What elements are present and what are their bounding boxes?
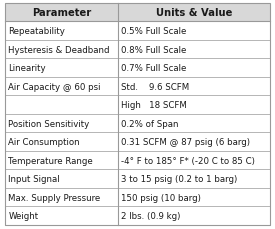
- Text: 3 to 15 psig (0.2 to 1 barg): 3 to 15 psig (0.2 to 1 barg): [121, 174, 237, 183]
- Text: Linearity: Linearity: [8, 64, 46, 73]
- Bar: [5, 170, 270, 188]
- Bar: [5, 41, 270, 59]
- Bar: [5, 114, 270, 133]
- Bar: [5, 96, 270, 114]
- Text: -4° F to 185° F* (-20 C to 85 C): -4° F to 185° F* (-20 C to 85 C): [121, 156, 255, 165]
- Bar: [5, 4, 270, 22]
- Bar: [5, 77, 270, 96]
- Bar: [5, 188, 270, 207]
- Bar: [5, 151, 270, 170]
- Bar: [5, 207, 270, 225]
- Text: Units & Value: Units & Value: [156, 8, 232, 18]
- Bar: [5, 22, 270, 41]
- Text: 150 psig (10 barg): 150 psig (10 barg): [121, 193, 201, 202]
- Text: Max. Supply Pressure: Max. Supply Pressure: [8, 193, 100, 202]
- Text: Air Capacity @ 60 psi: Air Capacity @ 60 psi: [8, 82, 101, 91]
- Text: Parameter: Parameter: [32, 8, 91, 18]
- Text: 0.5% Full Scale: 0.5% Full Scale: [121, 27, 186, 36]
- Text: Repeatability: Repeatability: [8, 27, 65, 36]
- Text: Air Consumption: Air Consumption: [8, 137, 80, 147]
- Text: Position Sensitivity: Position Sensitivity: [8, 119, 89, 128]
- Bar: [5, 133, 270, 151]
- Text: 2 lbs. (0.9 kg): 2 lbs. (0.9 kg): [121, 211, 180, 220]
- Bar: [5, 59, 270, 77]
- Text: Temperature Range: Temperature Range: [8, 156, 93, 165]
- Text: 0.31 SCFM @ 87 psig (6 barg): 0.31 SCFM @ 87 psig (6 barg): [121, 137, 250, 147]
- Text: Input Signal: Input Signal: [8, 174, 60, 183]
- Text: 0.2% of Span: 0.2% of Span: [121, 119, 178, 128]
- Text: Std.    9.6 SCFM: Std. 9.6 SCFM: [121, 82, 189, 91]
- Text: 0.8% Full Scale: 0.8% Full Scale: [121, 45, 186, 54]
- Text: 0.7% Full Scale: 0.7% Full Scale: [121, 64, 186, 73]
- Text: Weight: Weight: [8, 211, 38, 220]
- Text: Hysteresis & Deadband: Hysteresis & Deadband: [8, 45, 110, 54]
- Text: High   18 SCFM: High 18 SCFM: [121, 101, 187, 110]
